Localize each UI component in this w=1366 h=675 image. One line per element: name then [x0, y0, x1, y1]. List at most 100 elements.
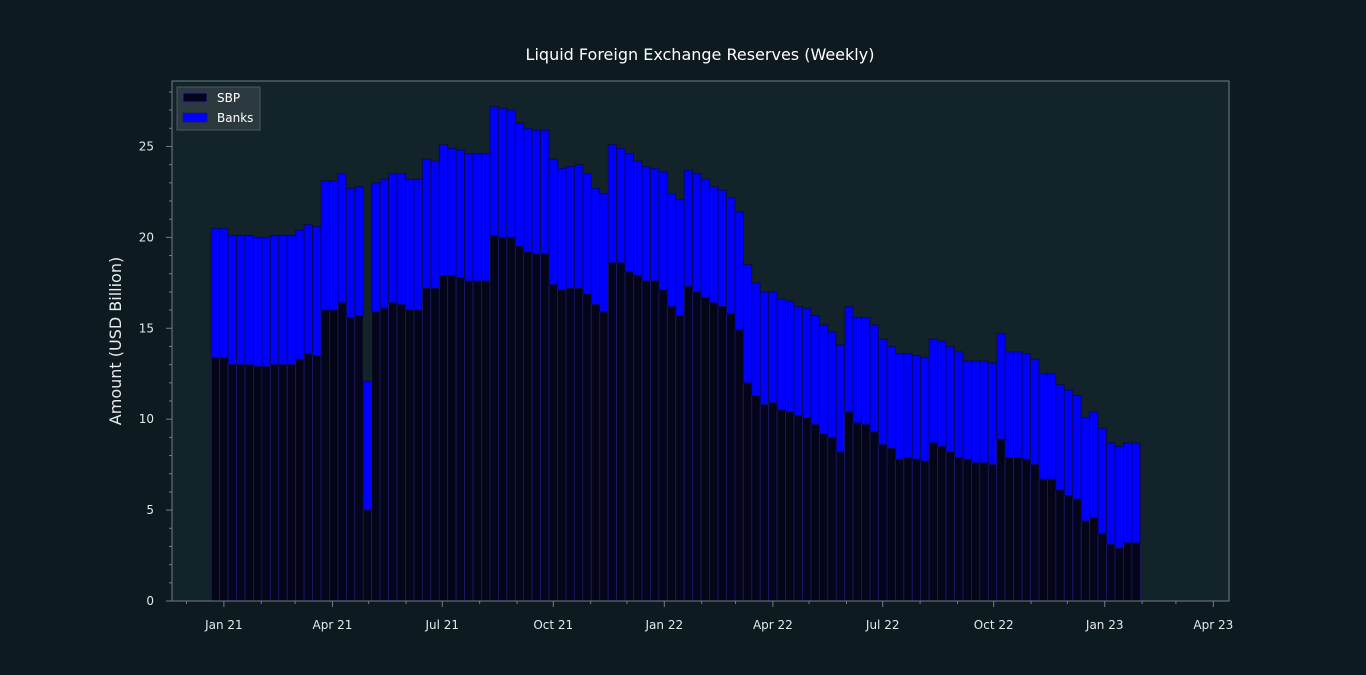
- bar-sbp: [768, 402, 778, 602]
- bar-sbp: [861, 424, 871, 602]
- bar-banks: [717, 189, 727, 307]
- bar-sbp: [599, 311, 609, 602]
- bar-sbp: [852, 422, 862, 602]
- bar-sbp: [337, 302, 347, 602]
- bar-sbp: [447, 275, 457, 602]
- bar-sbp: [692, 291, 702, 602]
- bar-banks: [751, 282, 761, 396]
- legend: SBP Banks: [176, 86, 261, 131]
- bar-sbp: [303, 353, 313, 602]
- bar-banks: [785, 300, 795, 413]
- x-tick-label: Jul 21: [425, 618, 460, 632]
- bar-banks: [362, 380, 373, 511]
- bar-sbp: [987, 464, 998, 602]
- bar-banks: [835, 344, 846, 453]
- legend-label-banks: Banks: [217, 111, 253, 125]
- bar-banks: [379, 178, 389, 309]
- bar-sbp: [244, 364, 254, 602]
- bar-banks: [1004, 351, 1015, 458]
- bar-banks: [818, 324, 829, 435]
- x-tick-label: Oct 21: [533, 618, 573, 632]
- bar-banks: [633, 160, 643, 276]
- bar-sbp: [683, 286, 694, 602]
- bar-banks: [658, 171, 668, 291]
- bar-banks: [709, 186, 719, 304]
- bar-sbp: [413, 309, 423, 602]
- bar-sbp: [666, 306, 677, 602]
- bar-banks: [582, 173, 592, 295]
- bar-sbp: [1131, 542, 1141, 602]
- bar-sbp: [430, 287, 440, 602]
- bar-sbp: [742, 382, 753, 602]
- bar-sbp: [675, 315, 685, 602]
- bar-sbp: [734, 329, 744, 602]
- x-tick-label: Jan 23: [1085, 618, 1124, 632]
- bar-banks: [827, 331, 837, 438]
- bar-banks: [354, 186, 364, 316]
- bar-sbp: [253, 366, 263, 602]
- bar-banks: [565, 166, 575, 289]
- bar-sbp: [1055, 489, 1065, 602]
- bar-banks: [1080, 416, 1091, 522]
- bar-banks: [253, 236, 263, 367]
- bar-sbp: [1097, 533, 1107, 602]
- bar-sbp: [802, 416, 812, 602]
- x-tick-label: Oct 22: [974, 618, 1014, 632]
- bar-banks: [286, 235, 297, 366]
- bar-banks: [937, 340, 947, 447]
- bar-banks: [742, 264, 753, 384]
- x-tick-label: Apr 23: [1193, 618, 1233, 632]
- bar-sbp: [1080, 520, 1091, 602]
- bar-sbp: [878, 444, 888, 602]
- bar-banks: [514, 122, 525, 247]
- bar-sbp: [286, 364, 297, 602]
- bar-banks: [210, 227, 221, 358]
- bar-sbp: [709, 302, 719, 602]
- bar-sbp: [497, 236, 508, 602]
- bar-banks: [295, 229, 305, 360]
- bar-sbp: [1038, 478, 1048, 602]
- bar-banks: [388, 173, 398, 304]
- bar-sbp: [827, 436, 837, 602]
- bar-sbp: [1063, 495, 1074, 602]
- x-tick-label: Jul 22: [865, 618, 900, 632]
- bar-banks: [624, 153, 634, 273]
- bar-sbp: [717, 306, 727, 602]
- bar-banks: [464, 153, 474, 282]
- x-tick-label: Apr 22: [753, 618, 793, 632]
- bar-banks: [1114, 446, 1124, 549]
- legend-swatch-sbp: [182, 92, 208, 103]
- bar-banks: [979, 360, 989, 464]
- bar-sbp: [295, 358, 305, 602]
- bar-sbp: [945, 451, 955, 602]
- bar-banks: [675, 198, 685, 316]
- bar-banks: [599, 193, 609, 313]
- bar-sbp: [1021, 458, 1031, 602]
- bar-banks: [954, 351, 964, 458]
- bar-banks: [1131, 442, 1141, 544]
- bar-sbp: [785, 411, 795, 602]
- bar-sbp: [269, 364, 280, 602]
- bar-banks: [303, 224, 313, 355]
- bar-sbp: [751, 395, 761, 602]
- bar-banks: [523, 127, 533, 253]
- bar-sbp: [354, 315, 364, 602]
- bar-sbp: [1106, 544, 1116, 602]
- y-tick-label: 5: [146, 503, 154, 517]
- chart-title: Liquid Foreign Exchange Reserves (Weekly…: [526, 45, 875, 64]
- x-tick-label: Jan 21: [204, 618, 243, 632]
- bar-banks: [219, 227, 229, 358]
- x-axis: Jan 21 Apr 21 Jul 21 Oct 21 Jan 22 Apr 22 Jul …: [185, 601, 1233, 632]
- x-tick-label: Jan 22: [645, 618, 684, 632]
- bar-sbp: [481, 280, 491, 602]
- legend-label-sbp: SBP: [217, 91, 240, 105]
- bar-banks: [869, 324, 879, 433]
- bar-sbp: [1114, 547, 1124, 602]
- bar-sbp: [793, 415, 803, 602]
- bar-banks: [396, 173, 406, 306]
- bar-sbp: [844, 411, 854, 602]
- bar-banks: [1030, 358, 1040, 466]
- bar-banks: [590, 187, 601, 306]
- bar-sbp: [928, 442, 939, 602]
- bar-banks: [903, 353, 913, 458]
